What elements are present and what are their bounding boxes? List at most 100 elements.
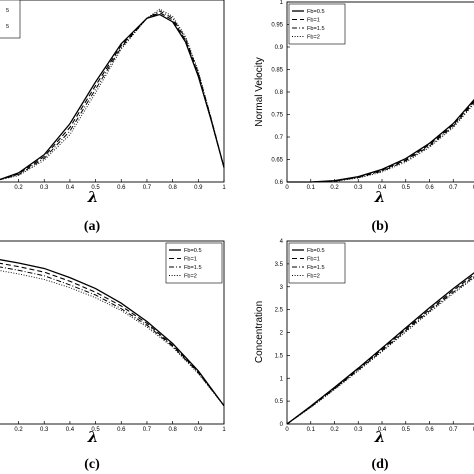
panel-a-legend-box [0,0,21,39]
panel-d-x-tick-label-7: 0.6 [425,427,434,433]
panel-d-x-tick-label-8: 0.7 [449,427,458,433]
panel-a-series [0,8,225,181]
panel-d-x-tick-label-1: 0 [285,427,289,433]
panel-d-legend-label-3: Fb=1.5 [307,265,325,271]
panel-a-x-tick-label-1: 0.2 [14,185,23,191]
panel-a-series-1-line [0,13,225,181]
panel-d-x-tick-label-3: 0.2 [330,427,339,433]
panel-d-series-3-line [286,276,474,425]
panel-b-x-tick-label-6: 0.5 [402,185,411,191]
panel-b-legend-box [288,3,346,45]
panel-a-legend: 5 5 [0,0,21,39]
panel-d-y-tick-label-2: 0.5 [275,399,284,405]
panel-a-series-2-line [0,12,225,181]
panel-a-ticks: 0.2 0.3 0.4 0.5 0.6 0.7 0.8 0.9 1 [14,179,226,191]
panel-d-y-axis-label: Concentration [254,301,265,363]
panel-a-legend-label-2: 5 [6,24,9,30]
panel-d-y-tick-label-4: 1.5 [275,353,284,359]
panel-d-x-tick-label-4: 0.3 [354,427,363,433]
panel-b-series-1-line [287,98,474,183]
panel-d-legend: Fb=0.5 Fb=1 Fb=1.5 Fb=2 [288,242,346,284]
panel-b-y-tick-label-8: 0.95 [271,23,283,29]
panel-b-x-tick-label-7: 0.6 [425,185,434,191]
panel-a-x-tick-label-4: 0.5 [91,185,100,191]
panel-c-x-tick-label-3: 0.4 [66,427,75,433]
panel-a-x-tick-label-3: 0.4 [66,185,75,191]
panel-b-ticks: 0 0.1 0.2 0.3 0.4 0.5 0.6 0.7 0.8 0.6 0.65 0.7 0.75 0… [271,0,474,191]
panel-c-legend-label-1: Fb=0.5 [184,248,202,254]
panel-b-label: (b) [371,219,388,234]
panel-c-series-2-line [0,262,225,407]
panel-b-legend: Fb=0.5 Fb=1 Fb=1.5 Fb=2 [288,3,346,45]
panel-d-x-axis-label: λ [374,428,386,446]
panel-c: 0.2 0.3 0.4 0.5 0.6 0.7 0.8 0.9 1 Fb=0.5 Fb=1 Fb=1… [0,240,226,472]
panel-b-y-tick-label-9: 1 [280,0,284,6]
panel-d-x-tick-label-9: 0.8 [473,427,474,433]
panel-a-x-tick-label-9: 1 [222,185,226,191]
panel-b-legend-label-2: Fb=1 [307,18,320,24]
panel-b-y-tick-label-6: 0.85 [271,68,283,74]
panel-d-x-tick-label-5: 0.4 [378,427,387,433]
panel-c-x-tick-label-6: 0.7 [143,427,152,433]
panel-a-series-4-line [0,8,225,181]
panel-d-y-tick-label-1: 0 [280,422,284,428]
panel-b-y-tick-label-3: 0.7 [275,135,284,141]
panel-d: 0 0.1 0.2 0.3 0.4 0.5 0.6 0.7 0.8 0 0.5 1 1.5 2 2.5 3 3.… [254,239,474,472]
panel-b-x-tick-label-2: 0.1 [307,185,316,191]
panel-b-series-2-line [287,100,474,183]
panel-c-ticks: 0.2 0.3 0.4 0.5 0.6 0.7 0.8 0.9 1 [14,421,226,433]
panel-a-x-axis-label: λ [87,188,99,206]
panel-b-series-4-line [287,103,474,183]
panel-a-plot-frame [0,0,225,183]
panel-c-series-3-line [0,266,225,407]
panel-c-legend-label-2: Fb=1 [184,257,197,263]
panel-b-y-axis-label: Normal Velocity [254,57,265,126]
panel-c-legend: Fb=0.5 Fb=1 Fb=1.5 Fb=2 [165,242,223,284]
panel-d-series-1-line [286,272,474,425]
panel-c-x-tick-label-2: 0.3 [40,427,49,433]
panel-c-x-axis-label: λ [87,428,99,446]
panel-c-label: (c) [84,457,100,472]
panel-b-x-tick-label-1: 0 [285,185,289,191]
panel-a-x-tick-label-6: 0.7 [143,185,152,191]
panel-c-legend-label-3: Fb=1.5 [184,265,202,271]
panel-d-legend-label-1: Fb=0.5 [307,248,325,254]
panel-c-x-tick-label-7: 0.8 [168,427,177,433]
panel-c-x-tick-label-9: 1 [222,427,226,433]
panel-b-x-axis-label: λ [374,188,386,206]
panel-d-y-tick-label-9: 4 [280,239,284,245]
panel-b: 0 0.1 0.2 0.3 0.4 0.5 0.6 0.7 0.8 0.6 0.65 0.7 0.75 0… [254,0,474,234]
panel-b-y-tick-label-2: 0.65 [271,158,283,164]
panel-c-x-tick-label-1: 0.2 [14,427,23,433]
panel-b-y-tick-label-5: 0.8 [275,90,284,96]
panel-c-plot-frame [0,240,225,425]
panel-d-series-2-line [286,274,474,425]
panel-b-y-tick-label-1: 0.6 [275,180,284,186]
panel-d-y-tick-label-5: 2 [280,331,284,337]
panel-d-y-tick-label-6: 2.5 [275,308,284,314]
panel-d-legend-label-2: Fb=1 [307,257,320,263]
panel-d-legend-label-4: Fb=2 [307,274,320,280]
panel-c-series [0,258,225,407]
panel-b-y-tick-label-7: 0.9 [275,45,284,51]
panel-a-series-3-line [0,10,225,181]
panel-a-x-tick-label-7: 0.8 [168,185,177,191]
panel-a-label: (a) [84,219,101,234]
panel-d-y-tick-label-3: 1 [280,376,284,382]
panel-d-x-tick-label-2: 0.1 [307,427,316,433]
panel-b-x-tick-label-9: 0.8 [473,185,474,191]
panel-d-ticks: 0 0.1 0.2 0.3 0.4 0.5 0.6 0.7 0.8 0 0.5 1 1.5 2 2.5 3 3.… [275,239,474,433]
panel-b-x-tick-label-3: 0.2 [330,185,339,191]
panel-d-y-tick-label-8: 3.5 [275,262,284,268]
panel-b-x-tick-label-8: 0.7 [449,185,458,191]
panel-d-label: (d) [371,457,388,472]
panel-c-x-tick-label-8: 0.9 [194,427,203,433]
panel-b-series [287,98,474,183]
panel-c-legend-label-4: Fb=2 [184,274,197,280]
panel-d-series [286,272,474,425]
panel-c-x-tick-label-5: 0.6 [117,427,126,433]
panel-d-y-tick-label-7: 3 [280,285,284,291]
panel-b-y-tick-label-4: 0.75 [271,113,283,119]
panel-b-x-tick-label-5: 0.4 [378,185,387,191]
panel-a-x-tick-label-2: 0.3 [40,185,49,191]
